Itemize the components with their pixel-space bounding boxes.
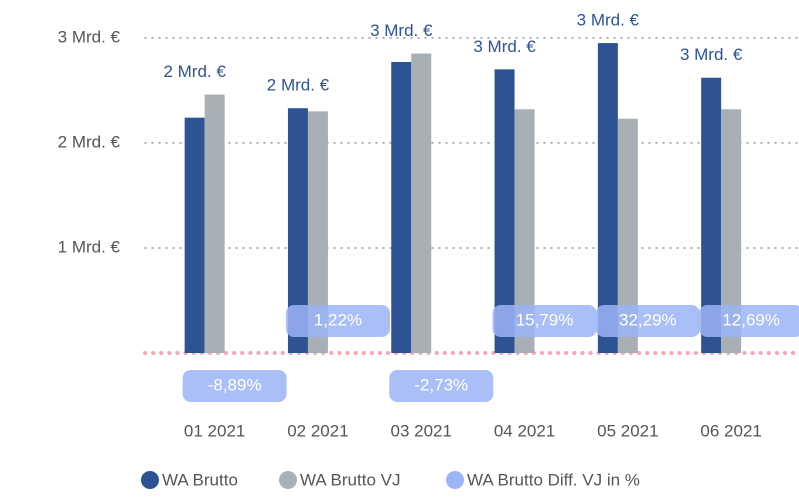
diff-box [492,305,597,337]
diff-label: 15,79% [516,310,574,329]
data-label: 3 Mrd. € [577,11,640,30]
bar [307,111,328,353]
data-label: 2 Mrd. € [163,62,226,81]
diff-label: -2,73% [414,375,468,394]
x-tick-label: 05 2021 [597,421,658,440]
y-tick-label: 3 Mrd. € [58,27,121,46]
bar [287,108,308,354]
legend-label: WA Brutto [162,470,238,489]
diff-box [285,305,390,337]
diff-box [699,305,799,337]
y-tick-label: 1 Mrd. € [58,237,121,256]
bar [701,77,722,353]
data-label: 3 Mrd. € [370,21,433,40]
bar [391,61,412,354]
bar [617,118,638,354]
x-tick-label: 06 2021 [700,421,761,440]
legend-marker [446,471,464,489]
legend-label: WA Brutto Diff. VJ in % [467,470,640,489]
data-label: 2 Mrd. € [267,76,330,95]
diff-label: 1,22% [314,310,362,329]
diff-label: 12,69% [722,310,780,329]
legend-marker [279,471,297,489]
diff-label: 32,29% [619,310,677,329]
diff-box [389,370,494,402]
bar [721,109,742,353]
bar [494,69,515,353]
x-tick-label: 01 2021 [184,421,245,440]
data-label: 3 Mrd. € [473,37,536,56]
legend-label: WA Brutto VJ [300,470,400,489]
diff-label: -8,89% [208,375,262,394]
bar [184,117,205,354]
bar [204,94,225,353]
x-tick-label: 04 2021 [494,421,555,440]
x-tick-label: 03 2021 [391,421,452,440]
legend-marker [141,471,159,489]
bar [597,43,618,354]
data-label: 3 Mrd. € [680,45,743,64]
diff-box [182,370,287,402]
bar [514,109,535,353]
x-tick-label: 02 2021 [287,421,348,440]
diff-box [595,305,700,337]
y-tick-label: 2 Mrd. € [58,132,121,151]
bar [411,53,432,354]
